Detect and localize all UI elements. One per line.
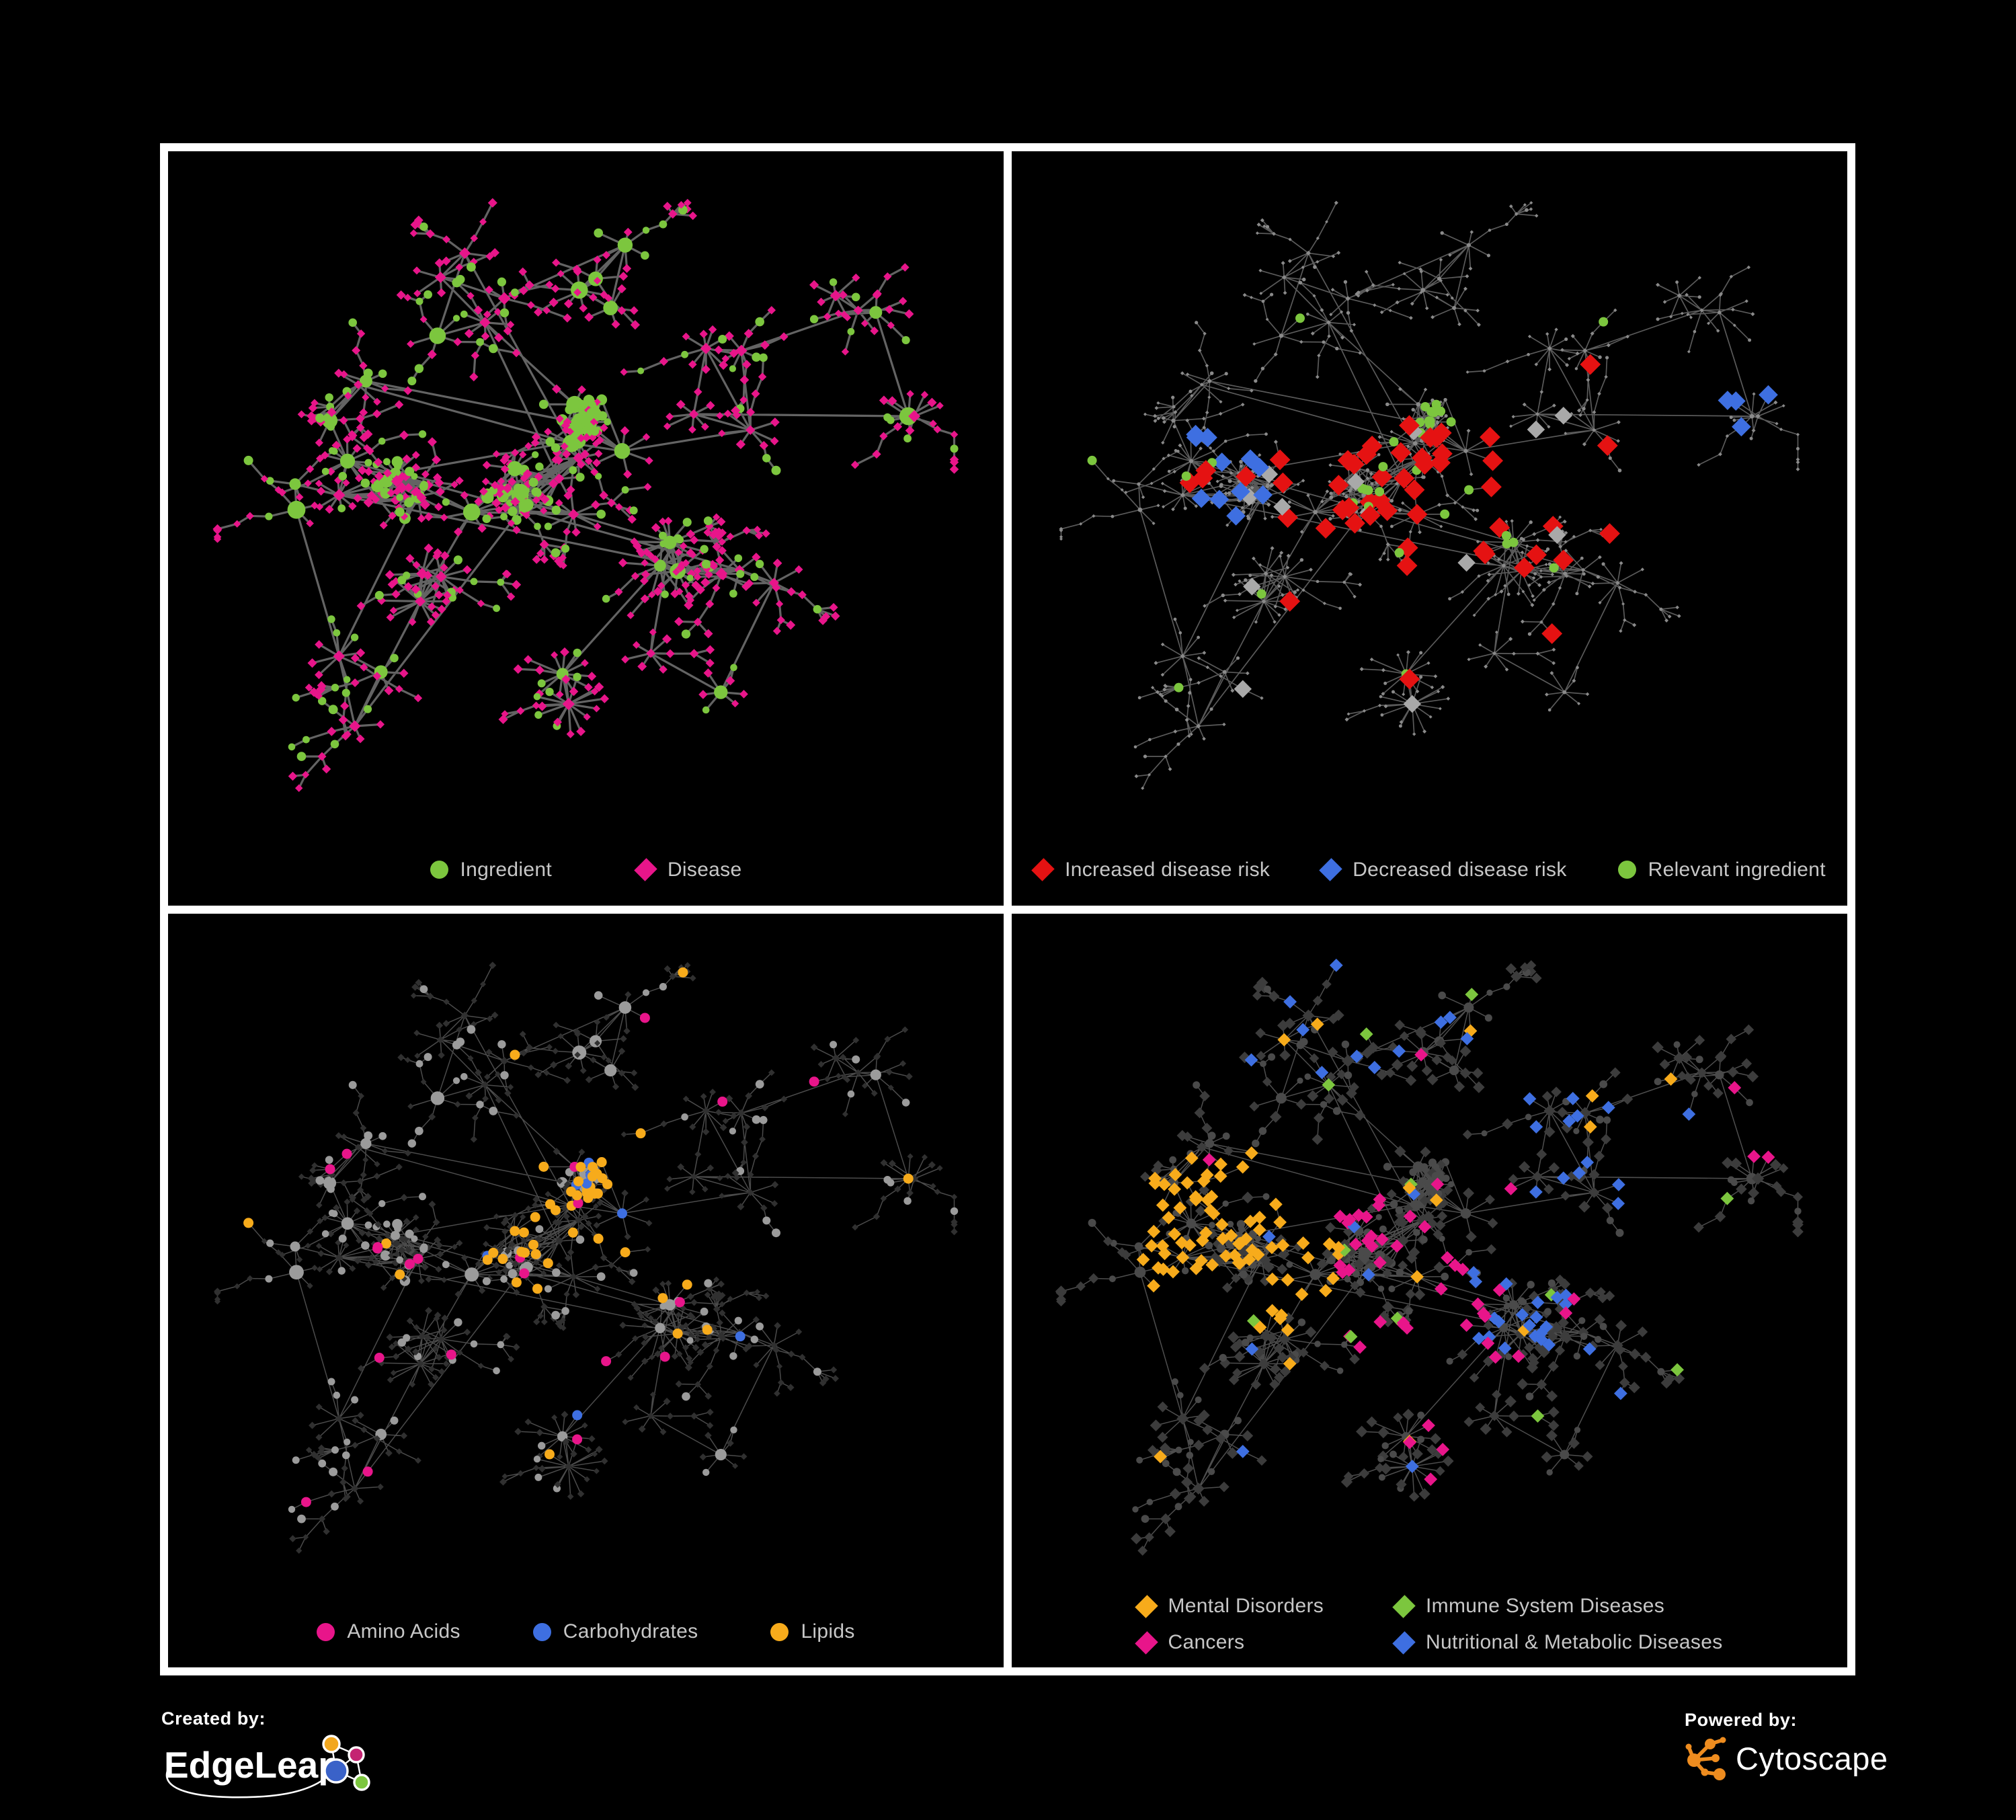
created-by-label: Created by: bbox=[161, 1708, 266, 1729]
legend-label: Disease bbox=[667, 858, 742, 881]
legend-item-disease: Disease bbox=[634, 858, 742, 881]
legend-label: Carbohydrates bbox=[563, 1620, 698, 1643]
network-nodes bbox=[214, 961, 959, 1554]
legend-swatch-diamond bbox=[1134, 1630, 1158, 1655]
legend-macronutrients: Amino Acids Carbohydrates Lipids bbox=[168, 1620, 1004, 1643]
legend-swatch-diamond bbox=[1134, 1594, 1158, 1618]
legend-label: Increased disease risk bbox=[1065, 858, 1271, 881]
legend-swatch-circle bbox=[1617, 861, 1636, 879]
legend-item-relevant-ingredient: Relevant ingredient bbox=[1617, 858, 1826, 881]
legend-label: Lipids bbox=[801, 1620, 855, 1643]
legend-swatch-circle bbox=[317, 1622, 335, 1641]
legend-swatch-diamond bbox=[634, 858, 657, 881]
network-graph-ingredient-disease bbox=[212, 198, 959, 792]
legend-label: Mental Disorders bbox=[1168, 1595, 1324, 1617]
cytoscape-credit: Powered by: Cytoscape bbox=[1685, 1710, 1888, 1780]
legend-label: Decreased disease risk bbox=[1353, 858, 1567, 881]
legend-item-ingredient: Ingredient bbox=[430, 859, 552, 881]
legend-disease-risk: Increased disease risk Decreased disease … bbox=[1012, 858, 1847, 881]
panel-disease-categories: Mental Disorders Cancers Immune System Dis… bbox=[1012, 913, 1847, 1667]
powered-by-label: Powered by: bbox=[1685, 1710, 1798, 1730]
legend-item-cancers: Cancers bbox=[1134, 1630, 1324, 1655]
legend-swatch-circle bbox=[532, 1622, 551, 1641]
panel-ingredient-disease: Ingredient Disease bbox=[168, 151, 1004, 906]
panel-disease-risk: Increased disease risk Decreased disease … bbox=[1012, 151, 1847, 906]
network-edges bbox=[1060, 202, 1799, 789]
legend-item-mental-disorders: Mental Disorders bbox=[1134, 1594, 1324, 1618]
legend-label: Relevant ingredient bbox=[1648, 858, 1826, 881]
legend-swatch-circle bbox=[430, 861, 448, 879]
network-graph-macronutrients bbox=[214, 961, 959, 1554]
legend-label: Cancers bbox=[1168, 1631, 1245, 1653]
cytoscape-icon bbox=[1685, 1737, 1726, 1780]
figure-grid: Ingredient Disease Increased disease risk… bbox=[160, 143, 1855, 1675]
legend-item-decreased-disease-risk: Decreased disease risk bbox=[1319, 858, 1567, 881]
cytoscape-brand-text: Cytoscape bbox=[1736, 1740, 1888, 1776]
legend-item-amino-acids: Amino Acids bbox=[317, 1620, 460, 1643]
network-graph-disease-risk bbox=[1059, 200, 1800, 790]
legend-label: Nutritional & Metabolic Diseases bbox=[1426, 1631, 1723, 1653]
legend-item-increased-disease-risk: Increased disease risk bbox=[1031, 858, 1271, 881]
panel-macronutrients: Amino Acids Carbohydrates Lipids bbox=[168, 913, 1004, 1667]
legend-swatch-diamond bbox=[1392, 1630, 1416, 1655]
legend-swatch-circle bbox=[770, 1622, 789, 1641]
legend-item-lipids: Lipids bbox=[770, 1620, 854, 1643]
legend-ingredient-disease: Ingredient Disease bbox=[168, 858, 1004, 881]
edgeleap-logo: EdgeLeap bbox=[164, 1735, 370, 1798]
legend-disease-categories: Mental Disorders Cancers Immune System Dis… bbox=[1012, 1594, 1847, 1655]
legend-swatch-diamond bbox=[1319, 858, 1342, 881]
legend-label: Ingredient bbox=[460, 858, 552, 881]
legend-swatch-diamond bbox=[1392, 1594, 1416, 1618]
network-graph-disease-categories bbox=[1055, 958, 1804, 1556]
edgeleap-glyph-nodes bbox=[322, 1735, 370, 1791]
cytoscape-icon-nodes bbox=[1685, 1737, 1726, 1780]
legend-swatch-diamond bbox=[1031, 858, 1055, 881]
edgeleap-credit: Created by: EdgeLeap bbox=[161, 1708, 383, 1809]
legend-label: Immune System Diseases bbox=[1426, 1595, 1665, 1617]
legend-item-immune-system-diseases: Immune System Diseases bbox=[1392, 1594, 1722, 1618]
legend-item-nutritional-metabolic-diseases: Nutritional & Metabolic Diseases bbox=[1392, 1630, 1723, 1655]
legend-label: Amino Acids bbox=[347, 1620, 460, 1643]
edgeleap-brand-text: EdgeLeap bbox=[164, 1744, 341, 1786]
network-nodes bbox=[212, 198, 959, 792]
legend-item-carbohydrates: Carbohydrates bbox=[532, 1620, 698, 1643]
